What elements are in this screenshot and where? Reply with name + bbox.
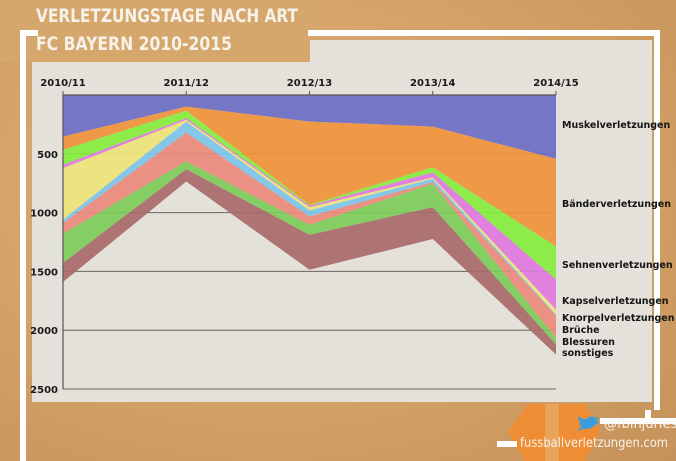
y-tick-label: 2500	[30, 385, 58, 396]
chart-subtitle: FC BAYERN 2010-2015	[36, 33, 232, 55]
x-tick-label: 2011/12	[164, 78, 209, 89]
legend-label: sonstiges	[562, 348, 614, 359]
legend-label: Kapselverletzungen	[562, 296, 669, 307]
legend-label: Sehnenverletzungen	[562, 260, 673, 271]
frame-fragment	[497, 441, 517, 447]
area-muskelverletzungen	[63, 95, 556, 159]
twitter-handle[interactable]: @fbinjuries	[604, 417, 676, 432]
y-tick-label: 1000	[30, 209, 58, 220]
x-tick-labels: 2010/11 2011/12 2012/13 2013/14 2014/15	[40, 78, 578, 89]
title-band	[0, 0, 310, 62]
y-tick-label: 500	[37, 150, 58, 161]
y-tick-label: 1500	[30, 267, 58, 278]
chart-title: VERLETZUNGSTAGE NACH ART	[36, 5, 298, 27]
twitter-bird-icon	[577, 416, 599, 431]
legend: Muskelverletzungen Bänderverletzungen Sehn…	[562, 120, 675, 359]
stacked-areas	[63, 95, 556, 355]
legend-label: Knorpelverletzungen	[562, 313, 675, 324]
website-link[interactable]: fussballverletzungen.com	[520, 436, 668, 451]
y-tick-label: 2000	[30, 326, 58, 337]
area-bänderverletzungen	[63, 106, 556, 247]
x-tick-label: 2010/11	[40, 78, 85, 89]
badge-cross	[545, 404, 559, 461]
axes	[62, 91, 557, 389]
area-sonstiges	[63, 169, 556, 355]
white-frame	[20, 30, 676, 461]
legend-label: Blessuren	[562, 337, 615, 348]
legend-label: Muskelverletzungen	[562, 120, 670, 131]
y-tick-labels: 500 1000 1500 2000 2500	[30, 150, 58, 396]
legend-label: Brüche	[562, 325, 600, 336]
x-tick-label: 2012/13	[287, 78, 332, 89]
legend-label: Bänderverletzungen	[562, 199, 671, 210]
x-tick-label: 2013/14	[410, 78, 455, 89]
x-tick-label: 2014/15	[533, 78, 578, 89]
